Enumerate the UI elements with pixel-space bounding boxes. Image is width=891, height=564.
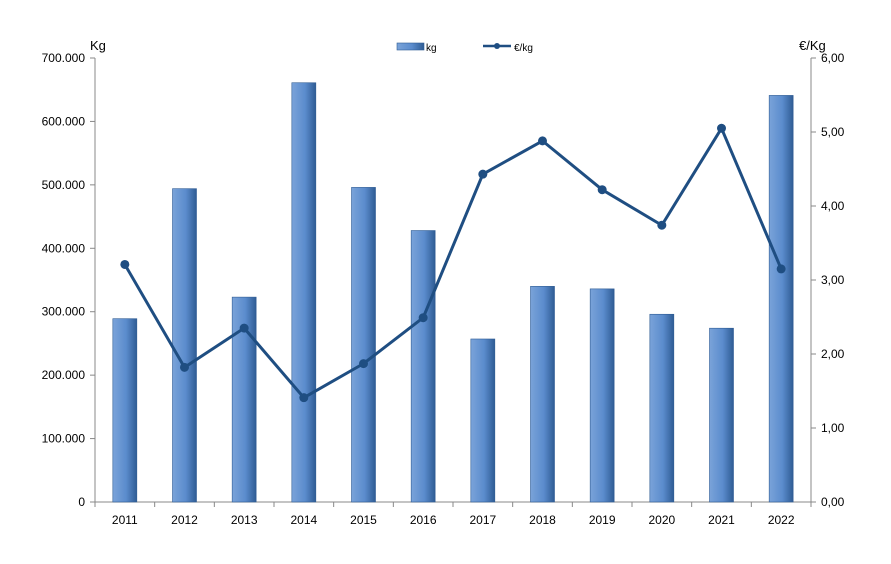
y-right-tick-label: 1,00	[821, 421, 845, 435]
x-tick-label: 2013	[231, 513, 258, 527]
axes	[90, 57, 816, 507]
line-series	[120, 123, 786, 403]
price-point-2021	[717, 123, 726, 133]
bar-2021	[709, 327, 734, 503]
y-right-tick-label: 2,00	[821, 347, 845, 361]
y-axis-right-title: €/Kg	[799, 38, 826, 53]
price-point-2013	[239, 323, 249, 333]
x-tick-label: 2012	[171, 513, 198, 527]
bar-2020	[649, 313, 675, 503]
x-tick-label: 2017	[469, 513, 496, 527]
y-right-tick-label: 3,00	[821, 273, 845, 287]
x-tick-label: 2020	[648, 513, 675, 527]
y-right-tick-label: 0,00	[821, 495, 845, 509]
legend-swatch-price-marker	[494, 43, 500, 49]
y-left-tick-label: 0	[78, 495, 85, 509]
y-right-tick-label: 5,00	[821, 125, 845, 139]
price-point-2019	[597, 185, 607, 195]
bar-2011	[112, 318, 138, 503]
bar-2014	[291, 82, 317, 503]
x-tick-label: 2011	[112, 513, 138, 527]
y-left-tick-label: 400.000	[42, 241, 86, 255]
bar-2012	[172, 188, 197, 503]
y-right-tick-label: 4,00	[821, 199, 845, 213]
price-point-2011	[120, 259, 130, 269]
price-point-2016	[418, 313, 428, 323]
bar-2018	[530, 286, 555, 503]
bar-2022	[768, 95, 794, 503]
price-point-2017	[478, 169, 488, 179]
bar-2019	[589, 288, 615, 503]
legend-label-price: €/kg	[514, 43, 533, 54]
bar-2017	[470, 338, 496, 503]
legend-swatch-kg	[396, 42, 425, 51]
x-tick-label: 2018	[529, 513, 556, 527]
x-tick-label: 2015	[350, 513, 377, 527]
legend-label-kg: kg	[426, 43, 437, 54]
price-point-2022	[776, 264, 786, 274]
price-point-2014	[299, 393, 309, 403]
price-point-2015	[359, 359, 368, 369]
y-left-tick-label: 100.000	[42, 432, 86, 446]
price-point-2012	[180, 362, 189, 372]
price-line	[123, 126, 783, 400]
y-left-tick-label: 600.000	[42, 114, 86, 128]
y-left-tick-label: 500.000	[42, 178, 86, 192]
y-axis-left-title: Kg	[90, 38, 106, 53]
x-tick-label: 2022	[768, 513, 795, 527]
bar-series	[112, 82, 794, 503]
y-left-tick-label: 700.000	[42, 51, 86, 65]
y-left-tick-label: 200.000	[42, 368, 86, 382]
price-point-2018	[538, 136, 547, 146]
y-right-tick-label: 6,00	[821, 51, 845, 65]
bar-2015	[351, 187, 376, 503]
y-left-tick-label: 300.000	[42, 305, 86, 319]
x-tick-label: 2014	[290, 513, 317, 527]
x-tick-label: 2021	[708, 513, 735, 527]
x-tick-label: 2016	[410, 513, 437, 527]
bar-2016	[410, 230, 436, 503]
price-point-2020	[657, 220, 667, 230]
x-tick-label: 2019	[589, 513, 616, 527]
legend: kg €/kg	[396, 42, 533, 54]
tick-labels: 0 100.000 200.000 300.000 400.000 500.000 600.…	[42, 51, 845, 527]
